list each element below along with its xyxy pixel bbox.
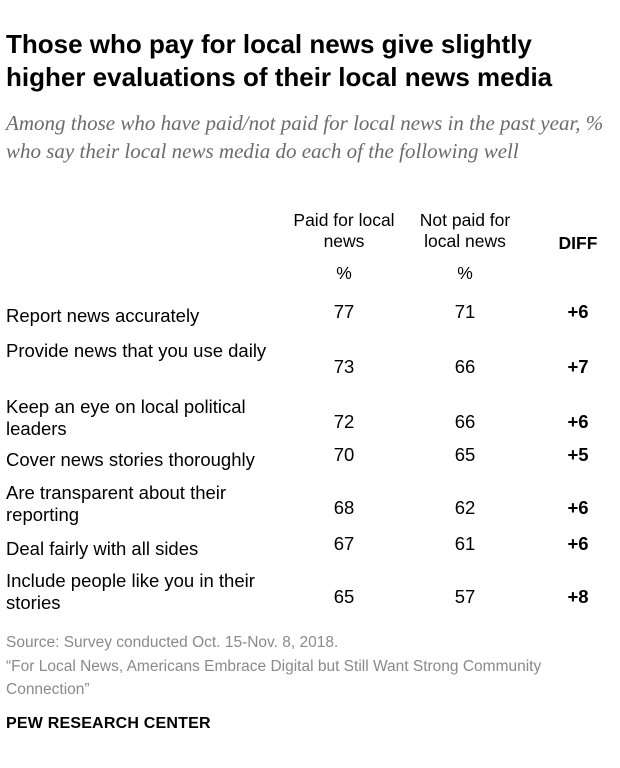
row-label: Keep an eye on local political leaders (6, 396, 246, 439)
row-label: Report news accurately (6, 305, 200, 326)
source-note: Source: Survey conducted Oct. 15-Nov. 8,… (6, 634, 339, 651)
value-not-paid: 71 (454, 301, 476, 322)
value-paid: 65 (333, 586, 355, 607)
value-paid: 68 (333, 497, 355, 518)
value-diff: +6 (567, 301, 589, 322)
row-label: Deal fairly with all sides (6, 538, 199, 559)
unit-label-not-paid: % (457, 263, 473, 283)
value-diff: +6 (567, 411, 589, 432)
value-paid: 72 (333, 411, 355, 432)
value-paid: 70 (333, 444, 355, 465)
column-header-diff: DIFF (558, 233, 598, 253)
value-paid: 77 (333, 301, 355, 322)
report-citation: “For Local News, Americans Embrace Digit… (6, 658, 542, 698)
value-not-paid: 61 (454, 533, 476, 554)
chart-title: Those who pay for local news give slight… (6, 29, 553, 92)
value-diff: +7 (567, 356, 589, 377)
value-not-paid: 66 (454, 356, 476, 377)
value-paid: 73 (333, 356, 355, 377)
value-diff: +8 (567, 586, 589, 607)
brand-label: PEW RESEARCH CENTER (6, 715, 211, 732)
column-header-paid: Paid for local news (293, 210, 395, 251)
row-label: Cover news stories thoroughly (6, 449, 255, 470)
value-diff: +6 (567, 533, 589, 554)
value-diff: +6 (567, 497, 589, 518)
value-paid: 67 (333, 533, 355, 554)
row-label: Are transparent about their reporting (6, 482, 227, 525)
unit-label-paid: % (336, 263, 352, 283)
value-not-paid: 65 (454, 444, 476, 465)
value-not-paid: 62 (454, 497, 476, 518)
value-diff: +5 (567, 444, 589, 465)
row-label: Provide news that you use daily (6, 340, 267, 361)
chart-subtitle: Among those who have paid/not paid for l… (6, 111, 604, 163)
column-header-not-paid: Not paid for local news (419, 210, 511, 251)
value-not-paid: 66 (454, 411, 476, 432)
row-label: Include people like you in their stories (6, 570, 255, 613)
value-not-paid: 57 (454, 586, 476, 607)
